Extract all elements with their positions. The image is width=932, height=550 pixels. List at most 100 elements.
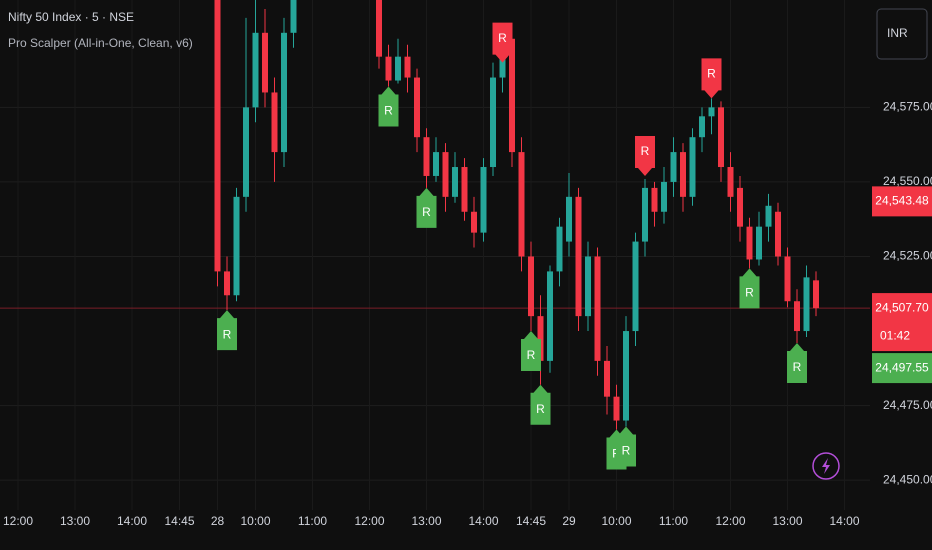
candle-body xyxy=(718,107,724,168)
candle-body xyxy=(613,396,620,421)
candle-body xyxy=(433,152,439,176)
currency-button[interactable] xyxy=(876,8,928,60)
candle-body xyxy=(252,32,259,108)
candle-body xyxy=(661,181,667,212)
candle-body xyxy=(385,56,392,81)
indicator-name: Pro Scalper (All-in-One, Clean, v6) xyxy=(8,36,193,50)
sell-marker xyxy=(492,22,513,63)
axes: 24,450.00 24,475.00 24,525.00 24,550.00 24,5… xyxy=(3,100,932,528)
x-tick-label: 10:00 xyxy=(240,514,270,528)
price-label-box xyxy=(872,353,932,384)
candle-body xyxy=(233,196,240,296)
y-tick-label: 24,450.00 xyxy=(883,472,932,486)
signal-label: R xyxy=(536,402,545,416)
candle-body xyxy=(689,137,696,197)
buy-signal: R xyxy=(530,384,551,425)
countdown: 01:42 xyxy=(880,328,910,342)
buy-marker xyxy=(616,426,636,467)
buy-marker xyxy=(739,268,760,309)
candle-body xyxy=(670,152,677,182)
signal-label: R xyxy=(223,327,232,341)
candle-body xyxy=(461,167,468,212)
candle-body xyxy=(775,211,781,257)
candle-body xyxy=(680,152,686,197)
buy-signal: R xyxy=(521,331,541,372)
candle-body xyxy=(708,107,715,117)
candle-body xyxy=(651,187,658,212)
x-tick-label: 14:00 xyxy=(829,514,859,528)
buy-signal: R xyxy=(416,187,437,228)
candle-body xyxy=(556,226,563,272)
candle-body xyxy=(575,196,582,317)
candle-body xyxy=(509,38,515,153)
candle-body xyxy=(756,226,762,260)
price-label: 24,507.70 xyxy=(875,300,929,314)
sell-signal: R xyxy=(635,135,655,176)
buy-signal: R xyxy=(616,426,636,467)
buy-marker xyxy=(787,342,807,383)
price-label: 24,497.55 xyxy=(875,360,929,374)
x-tick-label: 12:00 xyxy=(3,514,33,528)
candle-body xyxy=(585,256,591,317)
candle-body xyxy=(604,360,610,397)
candle-body xyxy=(746,226,753,260)
y-tick-label: 24,550.00 xyxy=(883,174,932,188)
chart-title: Nifty 50 Index · 5 · NSE xyxy=(8,10,134,24)
lightning xyxy=(822,458,830,474)
buy-marker xyxy=(217,310,237,351)
signal-label: R xyxy=(641,144,650,158)
candle-body xyxy=(765,205,772,227)
buy-marker xyxy=(378,86,399,127)
y-tick-label: 24,575.00 xyxy=(883,100,932,114)
candle-body xyxy=(271,92,278,153)
sell-marker xyxy=(635,135,655,176)
buy-signal: R xyxy=(739,268,760,309)
sell-marker xyxy=(701,58,722,99)
signal-label: R xyxy=(527,348,536,362)
candle-body xyxy=(547,271,553,361)
buy-signal: R xyxy=(217,310,237,351)
sell-signal: R xyxy=(701,58,722,99)
candle-body xyxy=(813,280,819,309)
candle-body xyxy=(376,0,382,57)
buy-signal: R xyxy=(378,86,399,127)
candle-body xyxy=(784,256,791,302)
signal-label: R xyxy=(707,67,716,81)
x-tick-label: 28 xyxy=(211,514,225,528)
candle-body xyxy=(803,277,810,332)
candle-body xyxy=(395,56,401,81)
currency-label[interactable]: INR xyxy=(887,26,908,40)
x-tick-label: 14:00 xyxy=(117,514,147,528)
candle-body xyxy=(623,331,629,421)
candle-body xyxy=(404,56,411,78)
candle-body xyxy=(594,256,601,361)
candle-body xyxy=(423,137,430,176)
buy-signal: R xyxy=(787,342,807,383)
price-label-box xyxy=(872,186,932,217)
sell-signal: R xyxy=(492,22,513,63)
price-label: 24,543.48 xyxy=(875,194,929,208)
alert-icon[interactable] xyxy=(812,452,840,480)
x-tick-label: 12:00 xyxy=(715,514,745,528)
signal-label: R xyxy=(793,360,802,374)
x-tick-label: 14:45 xyxy=(164,514,194,528)
candle-body xyxy=(537,316,544,361)
plot-area xyxy=(0,0,870,430)
candle-body xyxy=(528,256,534,317)
x-tick-label: 13:00 xyxy=(772,514,802,528)
y-tick-label: 24,525.00 xyxy=(883,249,932,263)
x-tick-label: 11:00 xyxy=(659,514,688,528)
x-tick-label: 14:45 xyxy=(516,514,546,528)
candle-body xyxy=(414,77,420,138)
candle-body xyxy=(632,241,639,332)
x-tick-label: 12:00 xyxy=(354,514,384,528)
candle-body xyxy=(518,152,525,257)
candle-body xyxy=(290,0,297,33)
candle-body xyxy=(727,167,734,197)
candle-body xyxy=(281,32,287,153)
x-tick-label: 11:00 xyxy=(298,514,327,528)
buy-marker xyxy=(530,384,551,425)
x-tick-label: 10:00 xyxy=(601,514,631,528)
